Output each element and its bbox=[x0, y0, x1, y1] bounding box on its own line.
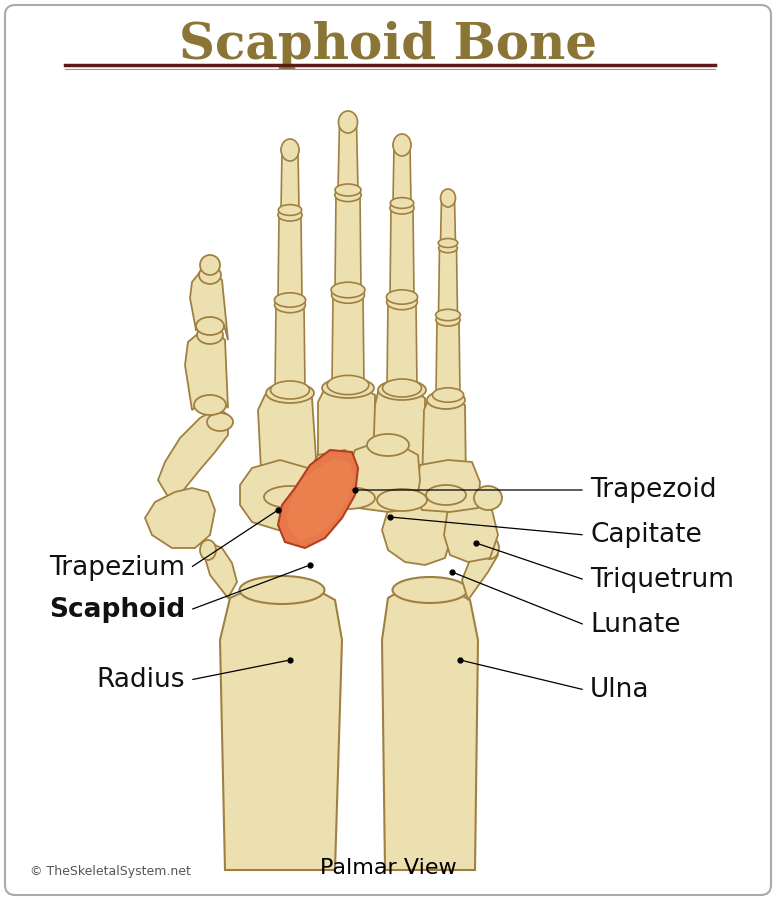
Ellipse shape bbox=[264, 486, 316, 508]
Text: Capitate: Capitate bbox=[590, 522, 702, 548]
Ellipse shape bbox=[200, 255, 220, 275]
Polygon shape bbox=[145, 488, 215, 548]
Ellipse shape bbox=[393, 577, 467, 603]
Ellipse shape bbox=[432, 388, 463, 402]
Polygon shape bbox=[382, 502, 452, 565]
Ellipse shape bbox=[393, 140, 411, 149]
Text: © TheSkeletalSystem.net: © TheSkeletalSystem.net bbox=[30, 866, 191, 878]
Polygon shape bbox=[462, 540, 498, 600]
Ellipse shape bbox=[338, 111, 358, 133]
Ellipse shape bbox=[383, 379, 421, 397]
Ellipse shape bbox=[266, 383, 314, 403]
Polygon shape bbox=[275, 305, 305, 390]
Text: Trapezium: Trapezium bbox=[49, 555, 185, 581]
Polygon shape bbox=[281, 150, 299, 210]
Polygon shape bbox=[438, 248, 458, 315]
Polygon shape bbox=[258, 390, 318, 502]
Ellipse shape bbox=[386, 294, 417, 310]
Ellipse shape bbox=[390, 198, 414, 209]
Polygon shape bbox=[332, 295, 364, 385]
Polygon shape bbox=[278, 215, 302, 300]
Ellipse shape bbox=[275, 297, 306, 312]
Polygon shape bbox=[415, 460, 480, 512]
Ellipse shape bbox=[441, 189, 456, 207]
Polygon shape bbox=[436, 320, 460, 395]
Ellipse shape bbox=[474, 486, 502, 510]
Polygon shape bbox=[220, 582, 342, 870]
Ellipse shape bbox=[435, 310, 460, 320]
Ellipse shape bbox=[427, 391, 465, 409]
Polygon shape bbox=[372, 388, 425, 506]
Polygon shape bbox=[350, 442, 420, 512]
Text: Triquetrum: Triquetrum bbox=[590, 567, 734, 593]
Polygon shape bbox=[422, 397, 466, 502]
Polygon shape bbox=[390, 208, 414, 297]
Ellipse shape bbox=[438, 243, 457, 253]
Ellipse shape bbox=[322, 378, 374, 398]
Ellipse shape bbox=[378, 380, 426, 400]
Polygon shape bbox=[190, 270, 228, 340]
Text: Ulna: Ulna bbox=[590, 677, 650, 703]
Ellipse shape bbox=[281, 146, 299, 155]
Ellipse shape bbox=[335, 184, 361, 196]
Ellipse shape bbox=[321, 487, 375, 509]
Text: Palmar View: Palmar View bbox=[320, 858, 456, 878]
Ellipse shape bbox=[438, 238, 458, 248]
Polygon shape bbox=[335, 195, 361, 290]
Polygon shape bbox=[240, 460, 310, 530]
Polygon shape bbox=[286, 458, 354, 540]
Ellipse shape bbox=[426, 485, 466, 505]
Ellipse shape bbox=[199, 266, 221, 284]
Ellipse shape bbox=[200, 540, 216, 560]
Polygon shape bbox=[308, 450, 355, 505]
Ellipse shape bbox=[278, 209, 302, 221]
Ellipse shape bbox=[390, 202, 414, 214]
Text: Scaphoid: Scaphoid bbox=[49, 597, 185, 623]
Ellipse shape bbox=[279, 204, 302, 215]
Ellipse shape bbox=[334, 188, 361, 202]
Ellipse shape bbox=[281, 139, 299, 161]
Ellipse shape bbox=[338, 117, 358, 127]
Ellipse shape bbox=[393, 134, 411, 156]
Ellipse shape bbox=[194, 395, 226, 415]
Ellipse shape bbox=[196, 317, 224, 335]
Ellipse shape bbox=[275, 292, 306, 307]
Polygon shape bbox=[158, 408, 228, 500]
Ellipse shape bbox=[327, 375, 369, 394]
Text: Radius: Radius bbox=[96, 667, 185, 693]
Ellipse shape bbox=[331, 287, 365, 303]
Polygon shape bbox=[393, 145, 411, 203]
Polygon shape bbox=[338, 122, 358, 190]
Ellipse shape bbox=[197, 326, 223, 344]
Polygon shape bbox=[278, 450, 358, 548]
Ellipse shape bbox=[240, 576, 324, 604]
Polygon shape bbox=[387, 302, 417, 388]
Polygon shape bbox=[205, 543, 237, 598]
Ellipse shape bbox=[271, 381, 310, 399]
Ellipse shape bbox=[377, 489, 427, 511]
Text: Lunate: Lunate bbox=[590, 612, 681, 638]
Ellipse shape bbox=[367, 434, 409, 456]
Polygon shape bbox=[185, 330, 228, 410]
Ellipse shape bbox=[436, 314, 460, 326]
Ellipse shape bbox=[481, 537, 499, 559]
Text: Trapezoid: Trapezoid bbox=[590, 477, 716, 503]
Polygon shape bbox=[318, 385, 375, 505]
Polygon shape bbox=[441, 198, 456, 243]
Polygon shape bbox=[444, 505, 498, 562]
Ellipse shape bbox=[441, 194, 456, 202]
Ellipse shape bbox=[386, 290, 417, 304]
Ellipse shape bbox=[331, 283, 365, 298]
Polygon shape bbox=[382, 585, 478, 870]
Ellipse shape bbox=[207, 413, 233, 431]
Text: Scaphoid Bone: Scaphoid Bone bbox=[179, 21, 597, 69]
